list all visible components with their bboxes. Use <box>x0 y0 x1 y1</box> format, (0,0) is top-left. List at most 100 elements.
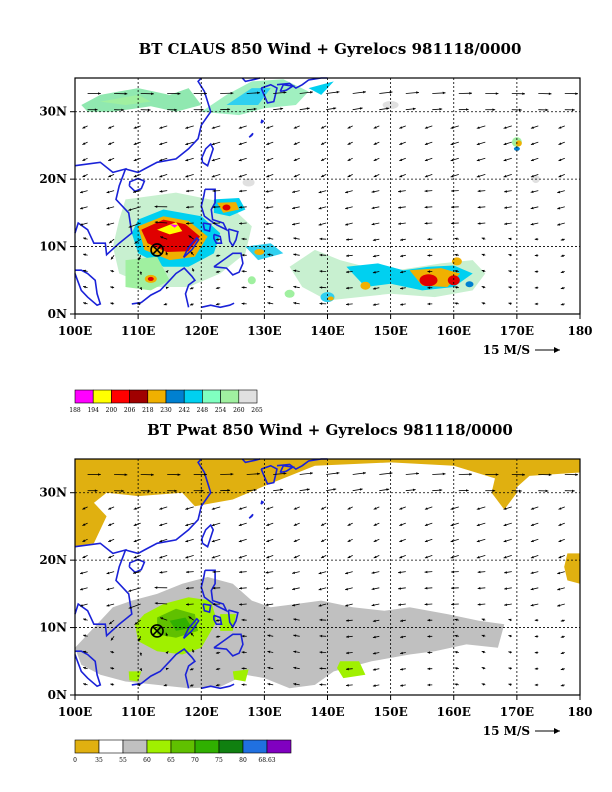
coast-segment <box>125 77 212 174</box>
wind-vector-head <box>481 667 485 670</box>
coast-segment <box>213 614 223 625</box>
coast-segment <box>201 302 235 309</box>
wind-vector-head <box>212 205 216 209</box>
wind-vector-head <box>238 507 242 510</box>
wind-vector-head <box>476 555 480 559</box>
wind-vector-head <box>266 142 270 145</box>
wind-vector-head <box>477 222 481 225</box>
shaded-area <box>513 146 520 151</box>
x-tick-label: 120E <box>184 705 218 719</box>
wind-vector-head <box>557 587 561 591</box>
wind-vector-head <box>454 237 458 241</box>
wind-vector-head <box>159 190 163 193</box>
wind-vector-head <box>83 683 86 686</box>
wind-vector-head <box>534 270 538 273</box>
wind-vector-head <box>293 507 297 510</box>
coast-segment <box>248 513 254 519</box>
wind-vector-head <box>399 174 403 178</box>
colorbar-label: 68.63 <box>258 757 275 764</box>
wind-vector-head <box>241 667 245 670</box>
wind-vector-head <box>372 652 376 655</box>
wind-vector-head <box>454 683 458 686</box>
wind-vector-head <box>530 507 534 510</box>
wind-vector-head <box>159 555 163 559</box>
wind-vector-head <box>545 489 549 493</box>
wind-vector-head <box>186 205 189 209</box>
wind-vector-head <box>319 683 323 686</box>
wind-vector-head <box>346 635 349 638</box>
wind-vector-head <box>110 683 114 686</box>
shaded-area <box>564 553 580 584</box>
wind-vector-head <box>481 302 485 305</box>
wind-vector-head <box>503 523 507 527</box>
wind-vector-head <box>241 270 245 273</box>
coast-segment <box>125 458 212 555</box>
wind-vector-head <box>211 507 215 510</box>
wind-vector-head <box>373 158 377 161</box>
wind-vector-head <box>400 635 403 639</box>
wind-vector-head <box>522 473 525 476</box>
wind-vector-head <box>481 618 485 621</box>
gridlines <box>75 78 580 314</box>
x-tick-label: 180 <box>567 705 592 719</box>
wind-vector-head <box>412 107 416 111</box>
coast-segment <box>213 252 244 276</box>
wind-vector-head <box>82 158 86 161</box>
wind-vector-head <box>427 618 431 622</box>
wind-vector-head <box>427 667 431 671</box>
wind-vector-head <box>241 237 245 241</box>
wind-vector-head <box>189 286 193 290</box>
wind-vector-head <box>215 238 219 241</box>
gyre-location-marker <box>150 243 164 257</box>
wind-vector-head <box>293 539 297 542</box>
colorbar-swatch <box>92 389 112 404</box>
coast-segment <box>202 222 212 233</box>
wind-vector-head <box>347 523 351 526</box>
colorbar-swatch <box>74 389 94 404</box>
wind-vector-head <box>373 523 377 526</box>
wind-vector-head <box>211 555 215 559</box>
wind-vector-head <box>398 206 401 209</box>
colorbar-label: 260 <box>233 407 245 414</box>
wind-vector-head <box>293 285 297 289</box>
wind-vector-head <box>398 190 401 193</box>
x-tick-label: 180 <box>567 324 592 338</box>
wind-vector-head <box>310 91 313 94</box>
y-tick-label: 20N <box>39 172 67 186</box>
shaded-area <box>419 274 438 287</box>
wind-vector-head <box>134 241 138 244</box>
wind-vector-head <box>548 92 552 96</box>
wind-vector-head <box>424 189 428 193</box>
wind-vector-head <box>530 190 534 193</box>
wind-vector-head <box>466 108 469 111</box>
claus-shading <box>81 79 540 303</box>
wind-vector-head <box>372 254 376 258</box>
wind-vector-head <box>293 523 297 526</box>
shaded-area <box>491 465 517 510</box>
wind-vector-head <box>204 92 207 95</box>
wind-vector-head <box>548 473 552 477</box>
coast-segment <box>227 609 239 629</box>
wind-vector-head <box>451 189 454 193</box>
x-tick-label: 140E <box>310 705 344 719</box>
wind-vector-head <box>293 253 297 256</box>
wind-vector-head <box>106 206 110 210</box>
shaded-area <box>147 276 154 281</box>
wind-vector-head <box>557 190 561 194</box>
wind-vector-head <box>211 142 215 146</box>
wind-vector-head <box>558 555 562 559</box>
wind-vector-head <box>451 586 454 590</box>
wind-vector-head <box>215 667 219 671</box>
wind-vector-head <box>372 303 376 306</box>
wind-vector-head <box>192 268 195 272</box>
wind-vector-head <box>450 539 454 543</box>
wind-vector-head <box>266 126 270 129</box>
wind-vector-head <box>424 205 428 209</box>
colorbar-label: 254 <box>215 407 227 414</box>
wind-vector-head <box>186 603 189 606</box>
wind-vector-head <box>373 507 377 510</box>
wind-vector-head <box>399 539 403 542</box>
wind-vector-head <box>241 302 245 305</box>
wind-vector-head <box>530 126 534 129</box>
coast-segment <box>182 236 200 258</box>
